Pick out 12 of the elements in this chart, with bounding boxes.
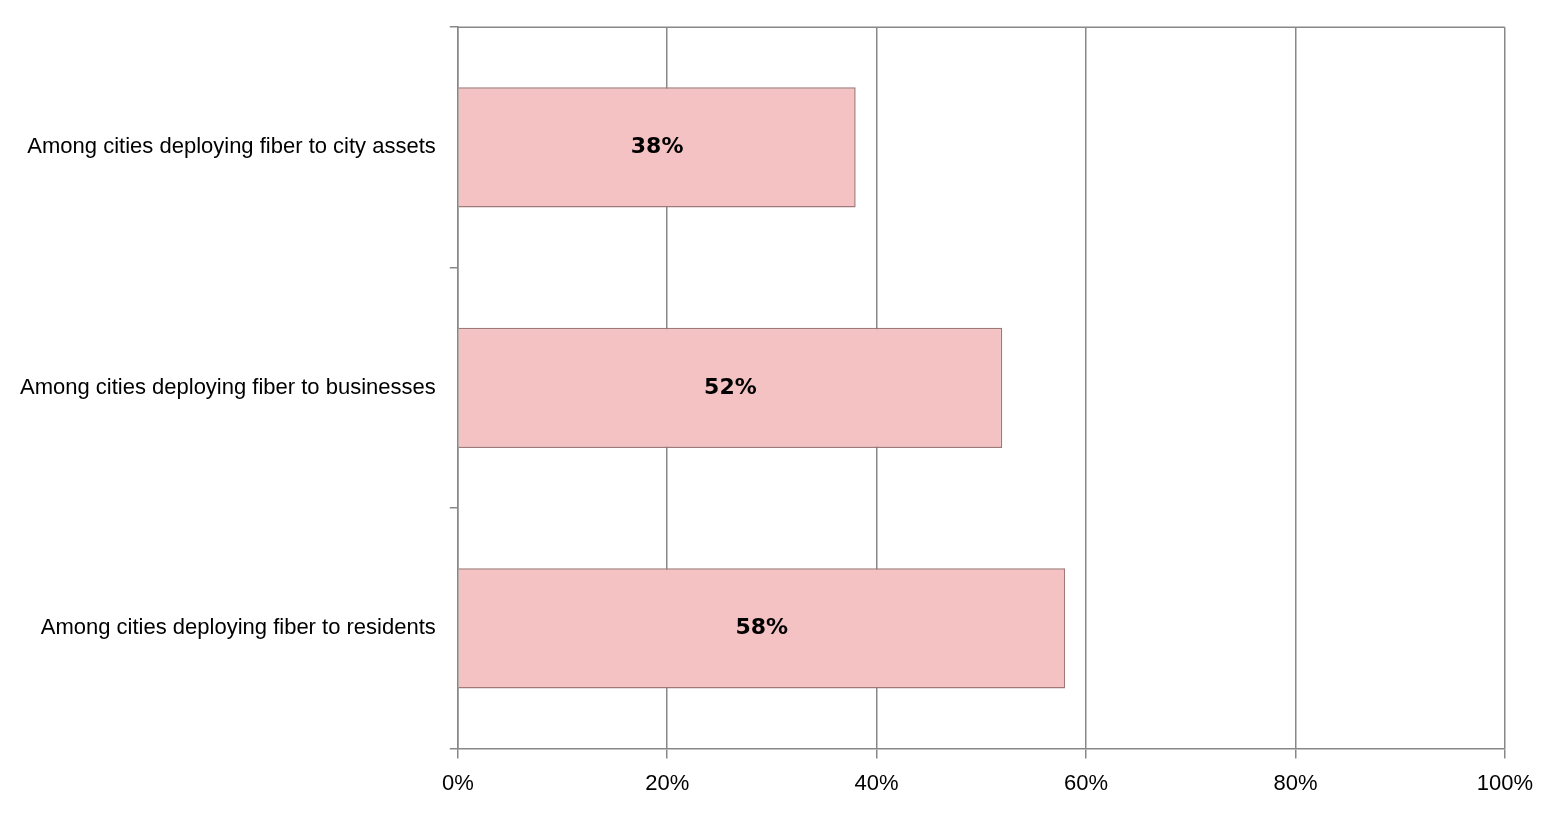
- data-label: 38%: [630, 133, 684, 159]
- data-label: 52%: [704, 373, 757, 399]
- x-tick-label: 0%: [441, 769, 474, 795]
- x-tick-label: 100%: [1476, 769, 1534, 795]
- x-tick-label: 60%: [1064, 769, 1109, 795]
- y-tick-label: Among cities deploying fiber to residents: [40, 614, 436, 640]
- x-tick-label: 20%: [645, 769, 690, 795]
- y-tick-label: Among cities deploying fiber to city assets: [27, 133, 436, 159]
- y-tick-label: Among cities deploying fiber to businesses: [19, 373, 436, 399]
- x-tick-label: 40%: [854, 769, 899, 795]
- x-tick-label: 80%: [1273, 769, 1318, 795]
- data-label: 58%: [735, 614, 789, 640]
